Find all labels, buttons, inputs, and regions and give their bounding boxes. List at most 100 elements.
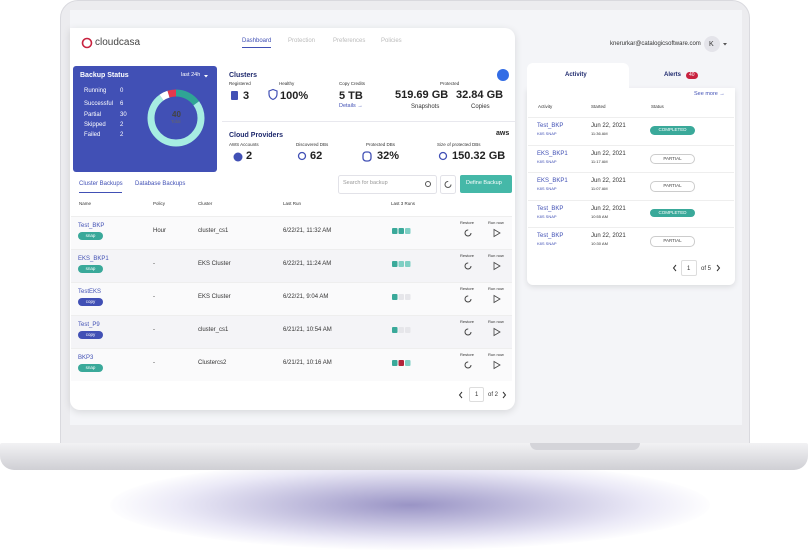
stat-label: Protected <box>440 81 460 86</box>
status-value: 6 <box>120 101 124 107</box>
activity-kind: K8S SNAP <box>537 186 557 191</box>
stat-label: Registered <box>229 81 251 86</box>
alerts-badge: 40 <box>686 72 698 79</box>
activity-date: Jun 22, 2021 <box>591 123 626 129</box>
restore-label[interactable]: Restore <box>460 220 475 225</box>
policy: - <box>153 261 155 267</box>
search-placeholder[interactable]: Search for backup <box>343 180 388 186</box>
page-total: of 5 <box>701 266 712 272</box>
restore-label[interactable]: Restore <box>460 253 475 258</box>
stat-label: Protected DBs <box>366 142 396 147</box>
restore-label[interactable]: Restore <box>460 319 475 324</box>
backup-name[interactable]: TestEKS <box>78 289 102 295</box>
backup-status-card <box>73 66 217 172</box>
activity-name[interactable]: Test_BKP <box>537 233 564 239</box>
type-tag: snap <box>78 265 103 273</box>
activity-name[interactable]: EKS_BKP1 <box>537 178 568 184</box>
status-value: 2 <box>120 122 124 128</box>
column-header: Name <box>79 201 92 206</box>
tab[interactable]: Cluster Backups <box>79 181 123 187</box>
activity-tab[interactable] <box>527 63 629 89</box>
backup-name[interactable]: Test_P9 <box>78 322 100 328</box>
backup-name[interactable]: EKS_BKP1 <box>78 256 109 262</box>
card-title: Cloud Providers <box>229 132 284 139</box>
page-number: 1 <box>687 266 691 272</box>
status-value: 0 <box>120 88 124 94</box>
backup-name[interactable]: Test_BKP <box>78 223 105 229</box>
run-now-label[interactable]: Run now <box>488 319 504 324</box>
page-total: of 2 <box>488 392 499 398</box>
column-header: Policy <box>153 201 166 206</box>
nav-item[interactable]: Protection <box>288 38 316 44</box>
stat-value: 5 TB <box>339 90 363 102</box>
cluster: EKS Cluster <box>198 261 231 267</box>
activity-row <box>528 144 734 173</box>
column-header: Last 3 Runs <box>391 201 416 206</box>
activity-date: Jun 22, 2021 <box>591 205 626 212</box>
user-email: knerurkar@catalogicsoftware.com <box>610 41 701 47</box>
activity-name[interactable]: EKS_BKP1 <box>537 150 568 157</box>
activity-date: Jun 22, 2021 <box>591 150 626 157</box>
period-select[interactable]: last 24h <box>181 72 201 78</box>
status-label: Successful <box>84 101 114 107</box>
stat-sublabel: Snapshots <box>411 104 440 110</box>
backup-name[interactable]: BKP3 <box>78 355 94 361</box>
activity-name[interactable]: Test_BKP <box>537 205 564 212</box>
restore-label[interactable]: Restore <box>460 352 475 357</box>
shadow <box>110 460 710 550</box>
stat-value: 150.32 GB <box>452 150 506 162</box>
nav-item[interactable]: Policies <box>381 38 402 44</box>
run-now-label[interactable]: Run now <box>488 352 504 357</box>
stat-value: 3 <box>243 90 250 102</box>
table-row <box>71 249 512 282</box>
details-link[interactable]: Details → <box>339 103 363 109</box>
stat-value: 32% <box>377 150 400 162</box>
page-box[interactable] <box>469 387 484 402</box>
tab[interactable]: Alerts <box>664 72 682 78</box>
see-more-link[interactable]: See more → <box>694 91 725 97</box>
column-header: Last Run <box>283 201 302 206</box>
activity-time: 11:07 AM <box>591 186 608 191</box>
stat-value: 62 <box>310 150 323 162</box>
nav-item[interactable]: Dashboard <box>242 38 272 48</box>
base-notch <box>530 443 640 450</box>
stat-label: Healthy <box>279 81 295 86</box>
column-header: Cluster <box>198 201 213 206</box>
type-tag: copy <box>78 331 103 339</box>
stat-value: 2 <box>246 150 253 162</box>
activity-row <box>528 227 734 255</box>
column-header: Status <box>651 104 664 109</box>
tab[interactable]: Activity <box>565 72 587 78</box>
activity-row <box>528 172 734 200</box>
last-run: 6/21/21, 10:16 AM <box>283 360 332 366</box>
table-row <box>71 315 512 348</box>
type-tag: snap <box>78 364 103 372</box>
tab[interactable]: Database Backups <box>135 181 186 187</box>
activity-time: 11:17 AM <box>591 158 608 164</box>
activity-time: 10:55 AM <box>591 213 608 219</box>
stat-value: 519.69 GB <box>395 89 449 101</box>
policy: - <box>153 294 155 300</box>
activity-row <box>528 199 734 228</box>
run-now-label[interactable]: Run now <box>488 286 504 291</box>
run-now-label[interactable]: Run now <box>488 220 504 225</box>
stat-label: Size of protected DBs <box>437 142 481 147</box>
table-row <box>71 348 512 381</box>
table-row <box>71 216 512 249</box>
define-backup-label[interactable]: Define Backup <box>466 180 502 186</box>
activity-time: 11:36 AM <box>591 131 608 136</box>
type-tag: snap <box>78 232 103 240</box>
policy: - <box>153 360 155 366</box>
page-box[interactable] <box>681 260 697 276</box>
status-badge: COMPLETED <box>650 208 695 217</box>
activity-name[interactable]: Test_BKP <box>537 123 564 129</box>
policy: - <box>153 327 155 333</box>
restore-label[interactable]: Restore <box>460 286 475 291</box>
stat-label: Discovered DBs <box>296 142 329 147</box>
run-now-label[interactable]: Run now <box>488 253 504 258</box>
nav-item[interactable]: Preferences <box>333 38 366 44</box>
activity-kind: K8S SNAP <box>537 131 557 136</box>
last-run: 6/22/21, 11:24 AM <box>283 261 332 267</box>
column-header: Started <box>591 104 606 109</box>
